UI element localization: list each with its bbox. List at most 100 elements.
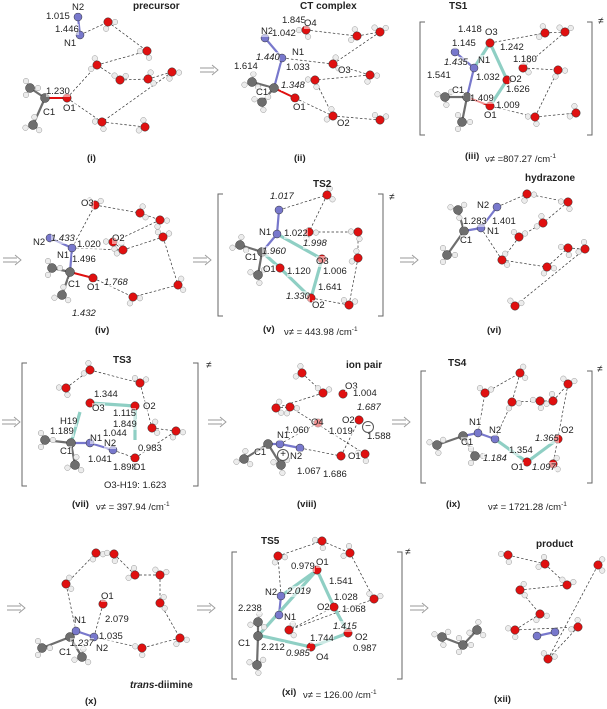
hydrogen-atom <box>340 552 347 559</box>
atom-label: O4 <box>311 417 324 428</box>
hydrogen-atom <box>304 76 312 83</box>
hydrogen-atom <box>371 112 379 119</box>
panel-title: TS3 <box>113 355 132 366</box>
hydrogen-atom <box>256 279 263 286</box>
covalent-bond <box>41 635 71 650</box>
hydrogen-bond <box>107 21 148 52</box>
hydrogen-atom <box>439 245 447 252</box>
bond-length: 1.180 <box>513 54 537 65</box>
hydrogen-atom <box>163 568 170 576</box>
hydrogen-atom <box>383 113 390 120</box>
hydrogen-bond <box>278 194 328 211</box>
atom-label: C1 <box>452 85 465 96</box>
hydrogen-bond <box>514 613 541 631</box>
atom-label: O3 <box>345 381 358 392</box>
hydrogen-atom <box>78 467 85 474</box>
oxygen-atom <box>563 243 573 253</box>
hydrogen-atom <box>467 459 475 466</box>
panel-caption: (vii) <box>72 499 89 510</box>
hydrogen-atom <box>122 72 129 80</box>
hydrogen-atom <box>347 228 355 235</box>
panel-title: TS2 <box>313 179 332 190</box>
frequency-value: ν≠ = 397.94 /cm <box>96 502 164 514</box>
hydrogen-atom <box>229 244 236 251</box>
hydrogen-atom <box>535 563 542 570</box>
hydrogen-atom <box>247 461 254 468</box>
hydrogen-atom <box>304 33 312 40</box>
oxygen-atom <box>61 579 71 589</box>
hydrogen-atom <box>37 443 45 450</box>
oxygen-atom <box>167 67 177 77</box>
hydrogen-atom <box>515 400 522 407</box>
hydrogen-bond <box>348 257 359 306</box>
oxygen-atom <box>352 31 362 41</box>
panel-caption: (vi) <box>487 325 502 336</box>
hydrogen-atom <box>260 656 267 663</box>
bond-length: 1.041 <box>88 454 112 465</box>
oxygen-atom <box>510 301 520 311</box>
bracket-right <box>193 362 199 487</box>
hydrogen-atom <box>533 120 540 127</box>
bond-length: 1.044 <box>103 428 127 439</box>
bracket-right <box>378 193 384 317</box>
bond-length: 1.017 <box>270 191 294 202</box>
oxygen-atom <box>510 625 520 635</box>
bond-length: 1.432 <box>72 308 96 319</box>
hydrogen-atom <box>431 631 438 638</box>
hydrogen-atom <box>488 386 495 393</box>
hydrogen-atom <box>552 73 559 80</box>
hydrogen-bond <box>162 236 179 286</box>
bond-length: 1.242 <box>500 42 524 53</box>
atom-label: N2 <box>72 2 85 13</box>
hydrogen-bond <box>141 637 181 649</box>
hydrogen-atom <box>565 251 572 258</box>
hydrogen-atom <box>525 69 532 76</box>
bond-length: 1.184 <box>483 453 507 464</box>
transition-state-mark: ≠ <box>598 16 604 27</box>
oxygen-atom <box>135 378 145 388</box>
hydrogen-atom <box>163 217 171 224</box>
oxygen-atom <box>285 402 295 412</box>
hydrogen-atom <box>540 270 547 277</box>
oxygen-atom <box>535 609 545 619</box>
atom-label: C1 <box>461 437 474 448</box>
imaginary-frequency: ν≠ =807.27 /cm-1 <box>485 151 556 166</box>
hydrogen-atom <box>521 592 528 599</box>
atom-label: C1 <box>59 647 72 658</box>
nitrogen-atom <box>73 12 83 22</box>
oxygen-atom <box>485 38 495 48</box>
hydrogen-atom <box>540 650 547 657</box>
hydrogen-atom <box>553 455 560 462</box>
oxygen-atom <box>515 585 525 595</box>
hydrogen-bond <box>277 555 282 597</box>
hydrogen-atom <box>44 271 52 278</box>
hydrogen-atom <box>326 185 333 192</box>
atom-label: N1 <box>64 38 77 49</box>
bond-length: 1.686 <box>323 469 347 480</box>
hydrogen-atom <box>183 636 190 643</box>
reaction-arrow-icon <box>197 602 216 614</box>
oxygen-atom <box>328 59 338 69</box>
hydrogen-atom <box>443 101 450 108</box>
atom-label: O1 <box>101 591 114 602</box>
hydrogen-atom <box>238 234 245 241</box>
hydrogen-atom <box>91 55 98 62</box>
hydrogen-atom <box>147 69 154 76</box>
hydrogen-atom <box>55 384 63 391</box>
hydrogen-atom <box>65 297 72 304</box>
atom-label: O1 <box>511 462 524 473</box>
hydrogen-bond <box>308 194 328 233</box>
bond-length: 1.145 <box>452 38 476 49</box>
atom-label: N2 <box>104 438 117 449</box>
carbon-atom <box>77 652 87 662</box>
nitrogen-atom <box>550 627 560 637</box>
hydrogen-atom <box>64 391 71 398</box>
oxygen-atom <box>318 388 328 398</box>
atom-label: O1 <box>63 103 76 114</box>
oxygen-atom <box>560 27 570 37</box>
nitrogen-atom <box>450 47 460 57</box>
hydrogen-atom <box>56 264 64 272</box>
hydrogen-bond <box>101 71 173 123</box>
hydrogen-bond <box>489 105 536 118</box>
hydrogen-bond <box>101 121 146 128</box>
